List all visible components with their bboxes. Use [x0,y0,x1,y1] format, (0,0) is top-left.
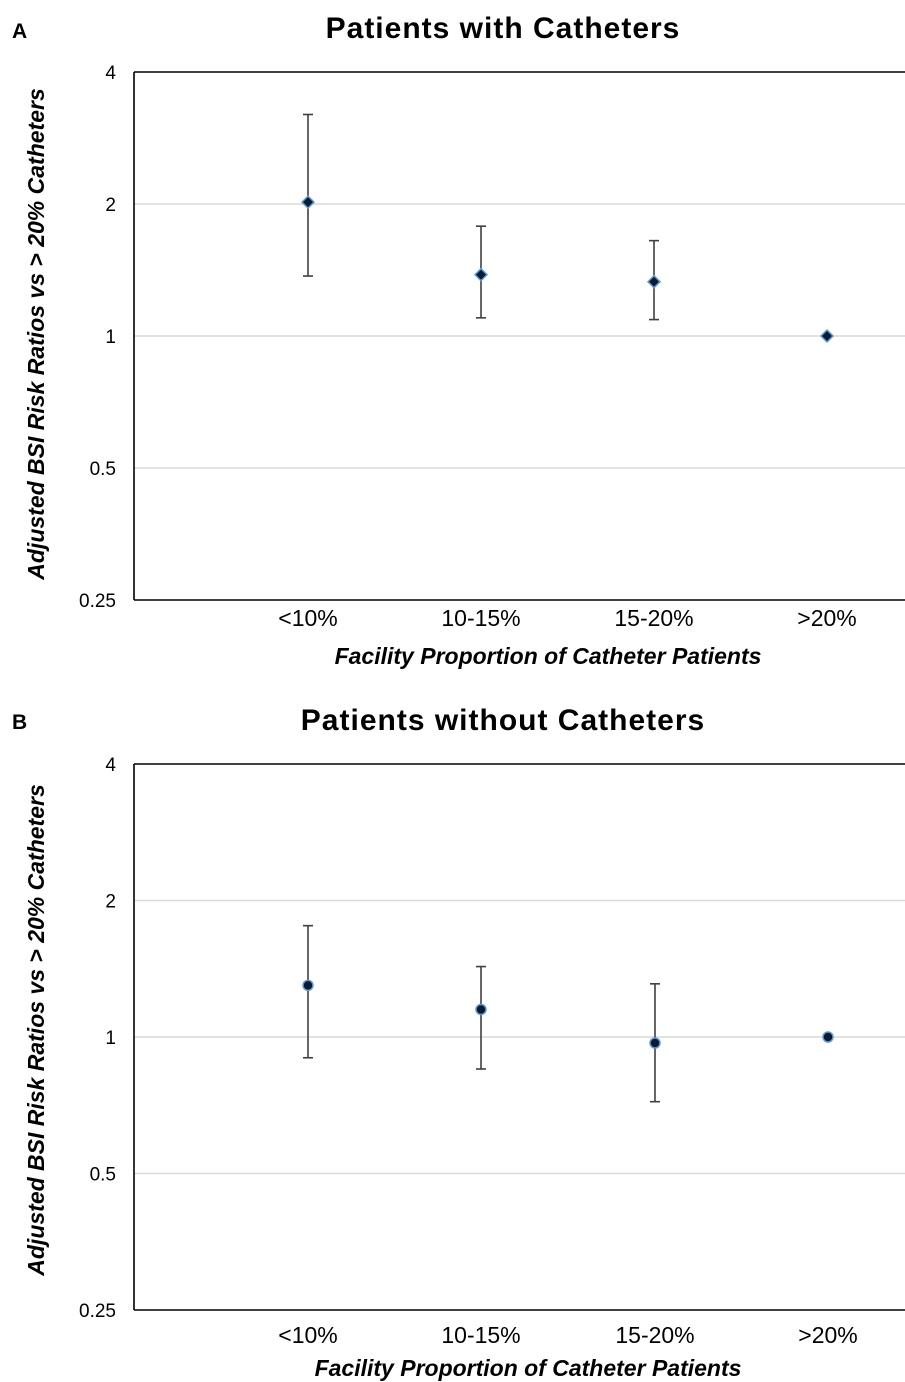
x-tick-label: >20% [797,605,856,631]
x-tick-label: >20% [798,1322,857,1348]
x-axis-label: Facility Proportion of Catheter Patients [315,1355,742,1381]
y-tick-label: 4 [105,63,116,84]
y-tick-label: 0.25 [79,591,116,612]
data-point-circle [302,979,314,992]
y-tick-label: 1 [105,1028,116,1049]
y-tick-label: 4 [105,755,116,776]
y-tick-labels: 0.25 0.5 1 2 4 [79,755,116,1322]
y-tick-label: 2 [105,195,116,216]
x-tick-label: 10-15% [441,605,520,631]
chart-title: Patients with Catheters [326,12,681,45]
y-tick-label: 1 [105,327,116,348]
x-tick-labels: <10% 10-15% 15-20% >20% [278,605,856,631]
y-axis-label: Adjusted BSI Risk Ratios vs > 20% Cathet… [23,88,49,580]
chart-title: Patients without Catheters [301,704,705,737]
x-tick-label: <10% [278,1322,337,1348]
x-tick-labels: <10% 10-15% 15-20% >20% [278,1322,857,1348]
data-point-diamond [819,328,835,344]
panel-a: A Patients with Catheters 0.25 0.5 1 2 4 <10… [12,12,905,669]
data-point-circle [475,1003,487,1016]
panel-letter: A [12,20,27,43]
y-tick-label: 0.25 [79,1301,116,1322]
data-point-diamond [300,195,316,210]
panel-letter: B [12,711,27,734]
panel-b: B Patients without Catheters 0.250.5124 … [12,704,905,1381]
x-axis-label: Facility Proportion of Catheter Patients [335,643,762,669]
x-tick-label: 10-15% [441,1322,520,1348]
data-point-circle [822,1031,834,1043]
x-tick-label: 15-20% [615,1322,694,1348]
data-marks [302,924,834,1103]
data-marks [300,113,835,344]
x-tick-label: <10% [278,605,337,631]
x-tick-label: 15-20% [614,605,693,631]
y-axis-label: Adjusted BSI Risk Ratios vs > 20% Cathet… [23,784,49,1276]
y-tick-label: 0.5 [90,459,116,480]
gridlines [133,71,905,601]
data-point-diamond [473,267,489,282]
y-tick-labels: 0.25 0.5 1 2 4 [79,63,116,612]
y-tick-label: 2 [105,892,116,913]
gridlines [133,763,905,1311]
data-point-circle [649,1037,661,1049]
y-tick-label: 0.5 [90,1165,116,1186]
data-point-diamond [646,274,662,289]
